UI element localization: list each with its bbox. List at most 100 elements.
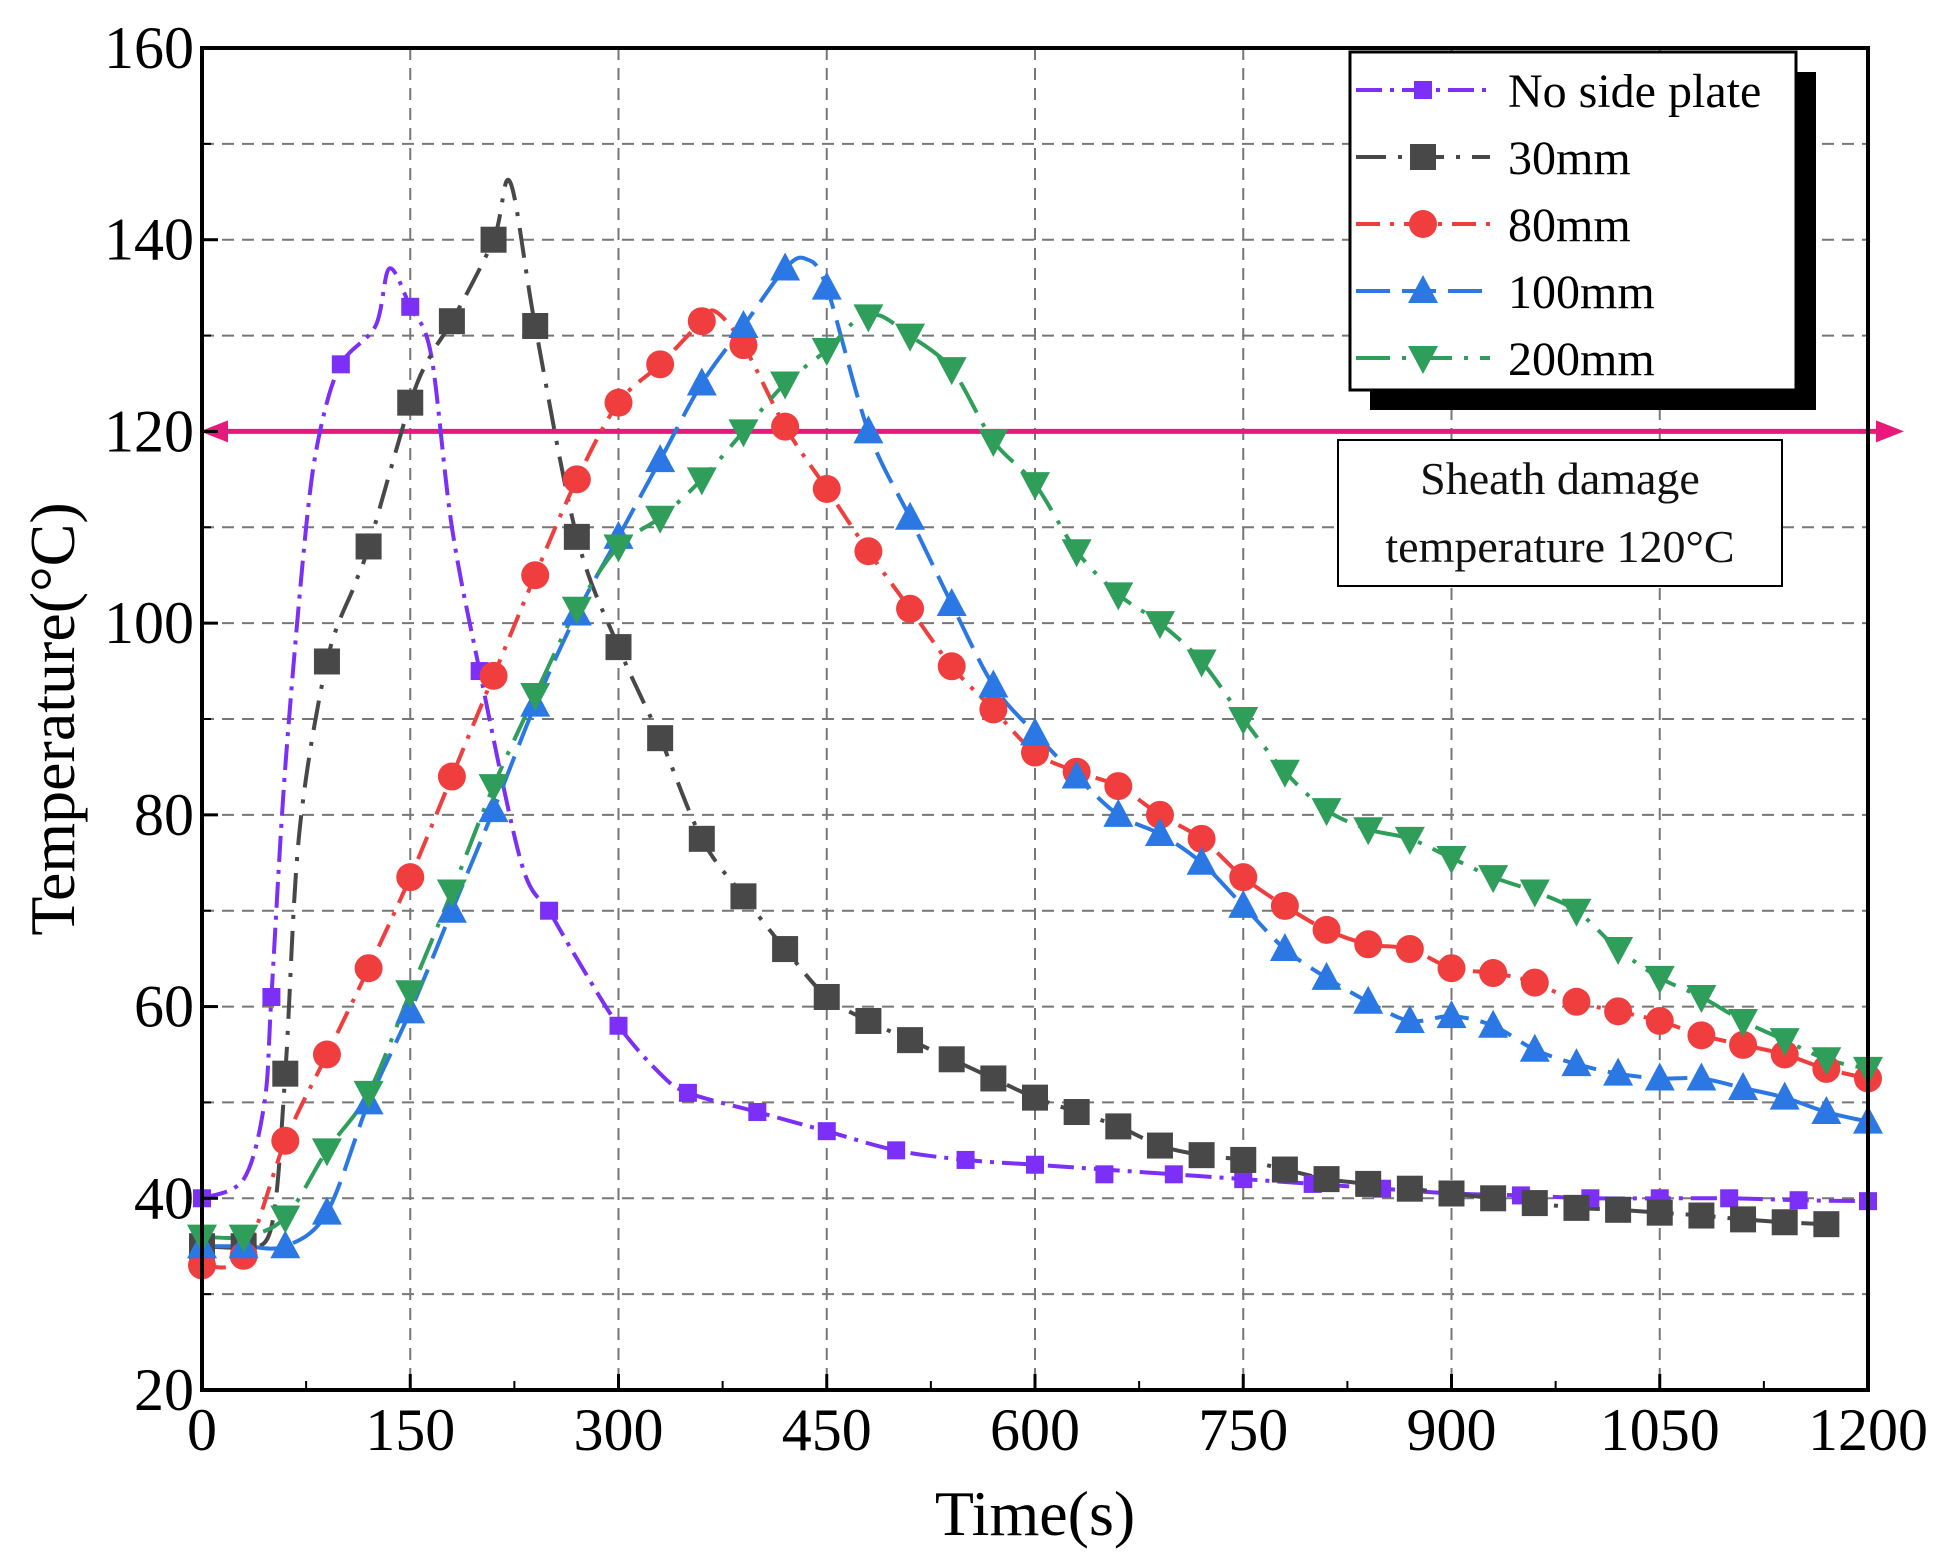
data-point (1644, 965, 1675, 994)
data-point (853, 304, 884, 333)
y-tick-label: 100 (104, 590, 194, 656)
data-point (228, 1224, 259, 1253)
data-point (1394, 1004, 1425, 1033)
annotation-line-2: temperature 120°C (1385, 521, 1734, 572)
annotation-box (1337, 439, 1783, 587)
x-tick-label: 1200 (1808, 1397, 1928, 1463)
legend: No side plate 30mm 80mm 100mm 200mm (1348, 50, 1816, 410)
data-point (1811, 1047, 1842, 1076)
data-point (1144, 611, 1175, 640)
x-tick-label: 1050 (1600, 1397, 1720, 1463)
data-point (936, 357, 967, 386)
data-point (1105, 1113, 1132, 1140)
data-point (520, 683, 551, 712)
data-point (897, 1027, 924, 1054)
data-point (687, 307, 716, 336)
data-point (936, 587, 967, 616)
markers-group (187, 226, 1883, 1280)
data-point (688, 825, 715, 852)
data-point (1187, 824, 1216, 853)
data-point (1437, 954, 1466, 983)
data-point (313, 648, 340, 675)
legend-marker (1408, 346, 1438, 374)
data-point (1563, 1194, 1590, 1221)
data-point (479, 661, 508, 690)
data-point (811, 337, 842, 366)
data-point (896, 594, 925, 623)
data-point (938, 1046, 965, 1073)
y-tick-label: 80 (134, 782, 194, 848)
data-point (355, 533, 382, 560)
data-point (937, 652, 966, 681)
data-point (1646, 1199, 1673, 1226)
legend-marker (1414, 81, 1432, 99)
data-point (812, 474, 841, 503)
data-point (1436, 1000, 1467, 1029)
data-point (980, 1065, 1007, 1092)
data-point (353, 1080, 384, 1109)
data-point (1479, 959, 1508, 988)
data-point (271, 1126, 300, 1155)
series-markers (189, 226, 1840, 1260)
data-point (563, 523, 590, 550)
data-point (1438, 1180, 1465, 1207)
data-point (609, 1016, 628, 1035)
data-point (436, 879, 467, 908)
data-point (1020, 717, 1050, 746)
data-point (436, 894, 467, 923)
data-point (1396, 1175, 1423, 1202)
data-point (979, 695, 1008, 724)
data-point (1729, 1030, 1758, 1059)
data-point (1394, 826, 1425, 855)
data-point (772, 936, 799, 963)
data-point (478, 794, 509, 823)
data-point (1145, 800, 1174, 829)
data-point (1769, 1081, 1800, 1110)
data-point (478, 774, 509, 803)
data-point (1061, 539, 1092, 568)
data-point (1686, 984, 1717, 1013)
data-point (645, 444, 676, 473)
data-point (1644, 1062, 1675, 1091)
data-point (397, 389, 424, 416)
data-point (1480, 1185, 1507, 1212)
series-line (202, 266, 1868, 1204)
data-point (1186, 649, 1217, 678)
data-point (956, 1150, 975, 1169)
data-point (1269, 933, 1300, 962)
data-point (1188, 1142, 1215, 1169)
data-point (1104, 772, 1133, 801)
x-tick-label: 900 (1407, 1397, 1497, 1463)
data-point (1603, 1057, 1634, 1086)
reference-arrow-right (1876, 420, 1904, 443)
data-point (1811, 1096, 1842, 1125)
x-tick-label: 0 (187, 1397, 217, 1463)
data-point (1063, 1099, 1090, 1126)
series-markers (187, 304, 1883, 1253)
data-point (1022, 1084, 1048, 1111)
data-point (1228, 707, 1259, 735)
data-point (1355, 1170, 1382, 1197)
data-point (1720, 1189, 1739, 1208)
data-point (678, 1083, 697, 1102)
data-point (1520, 968, 1549, 997)
data-point (1353, 985, 1384, 1014)
y-tick-label: 40 (134, 1165, 194, 1231)
data-point (817, 1122, 836, 1141)
data-point (646, 350, 675, 379)
data-point (1789, 1191, 1808, 1210)
data-point (1186, 846, 1217, 875)
reference-annotation: Sheath damage temperature 120°C (1337, 439, 1783, 587)
data-point (686, 467, 717, 496)
legend-label: 30mm (1508, 132, 1631, 185)
data-point (311, 1138, 342, 1167)
data-point (1686, 1062, 1717, 1091)
data-point (1164, 1165, 1183, 1184)
y-tick-label: 140 (104, 207, 194, 273)
legend-label: No side plate (1508, 65, 1761, 118)
data-point (1813, 1211, 1840, 1238)
data-point (771, 412, 800, 441)
legend-marker (1409, 210, 1437, 238)
series-line (202, 312, 1868, 1240)
data-point (1144, 818, 1175, 847)
